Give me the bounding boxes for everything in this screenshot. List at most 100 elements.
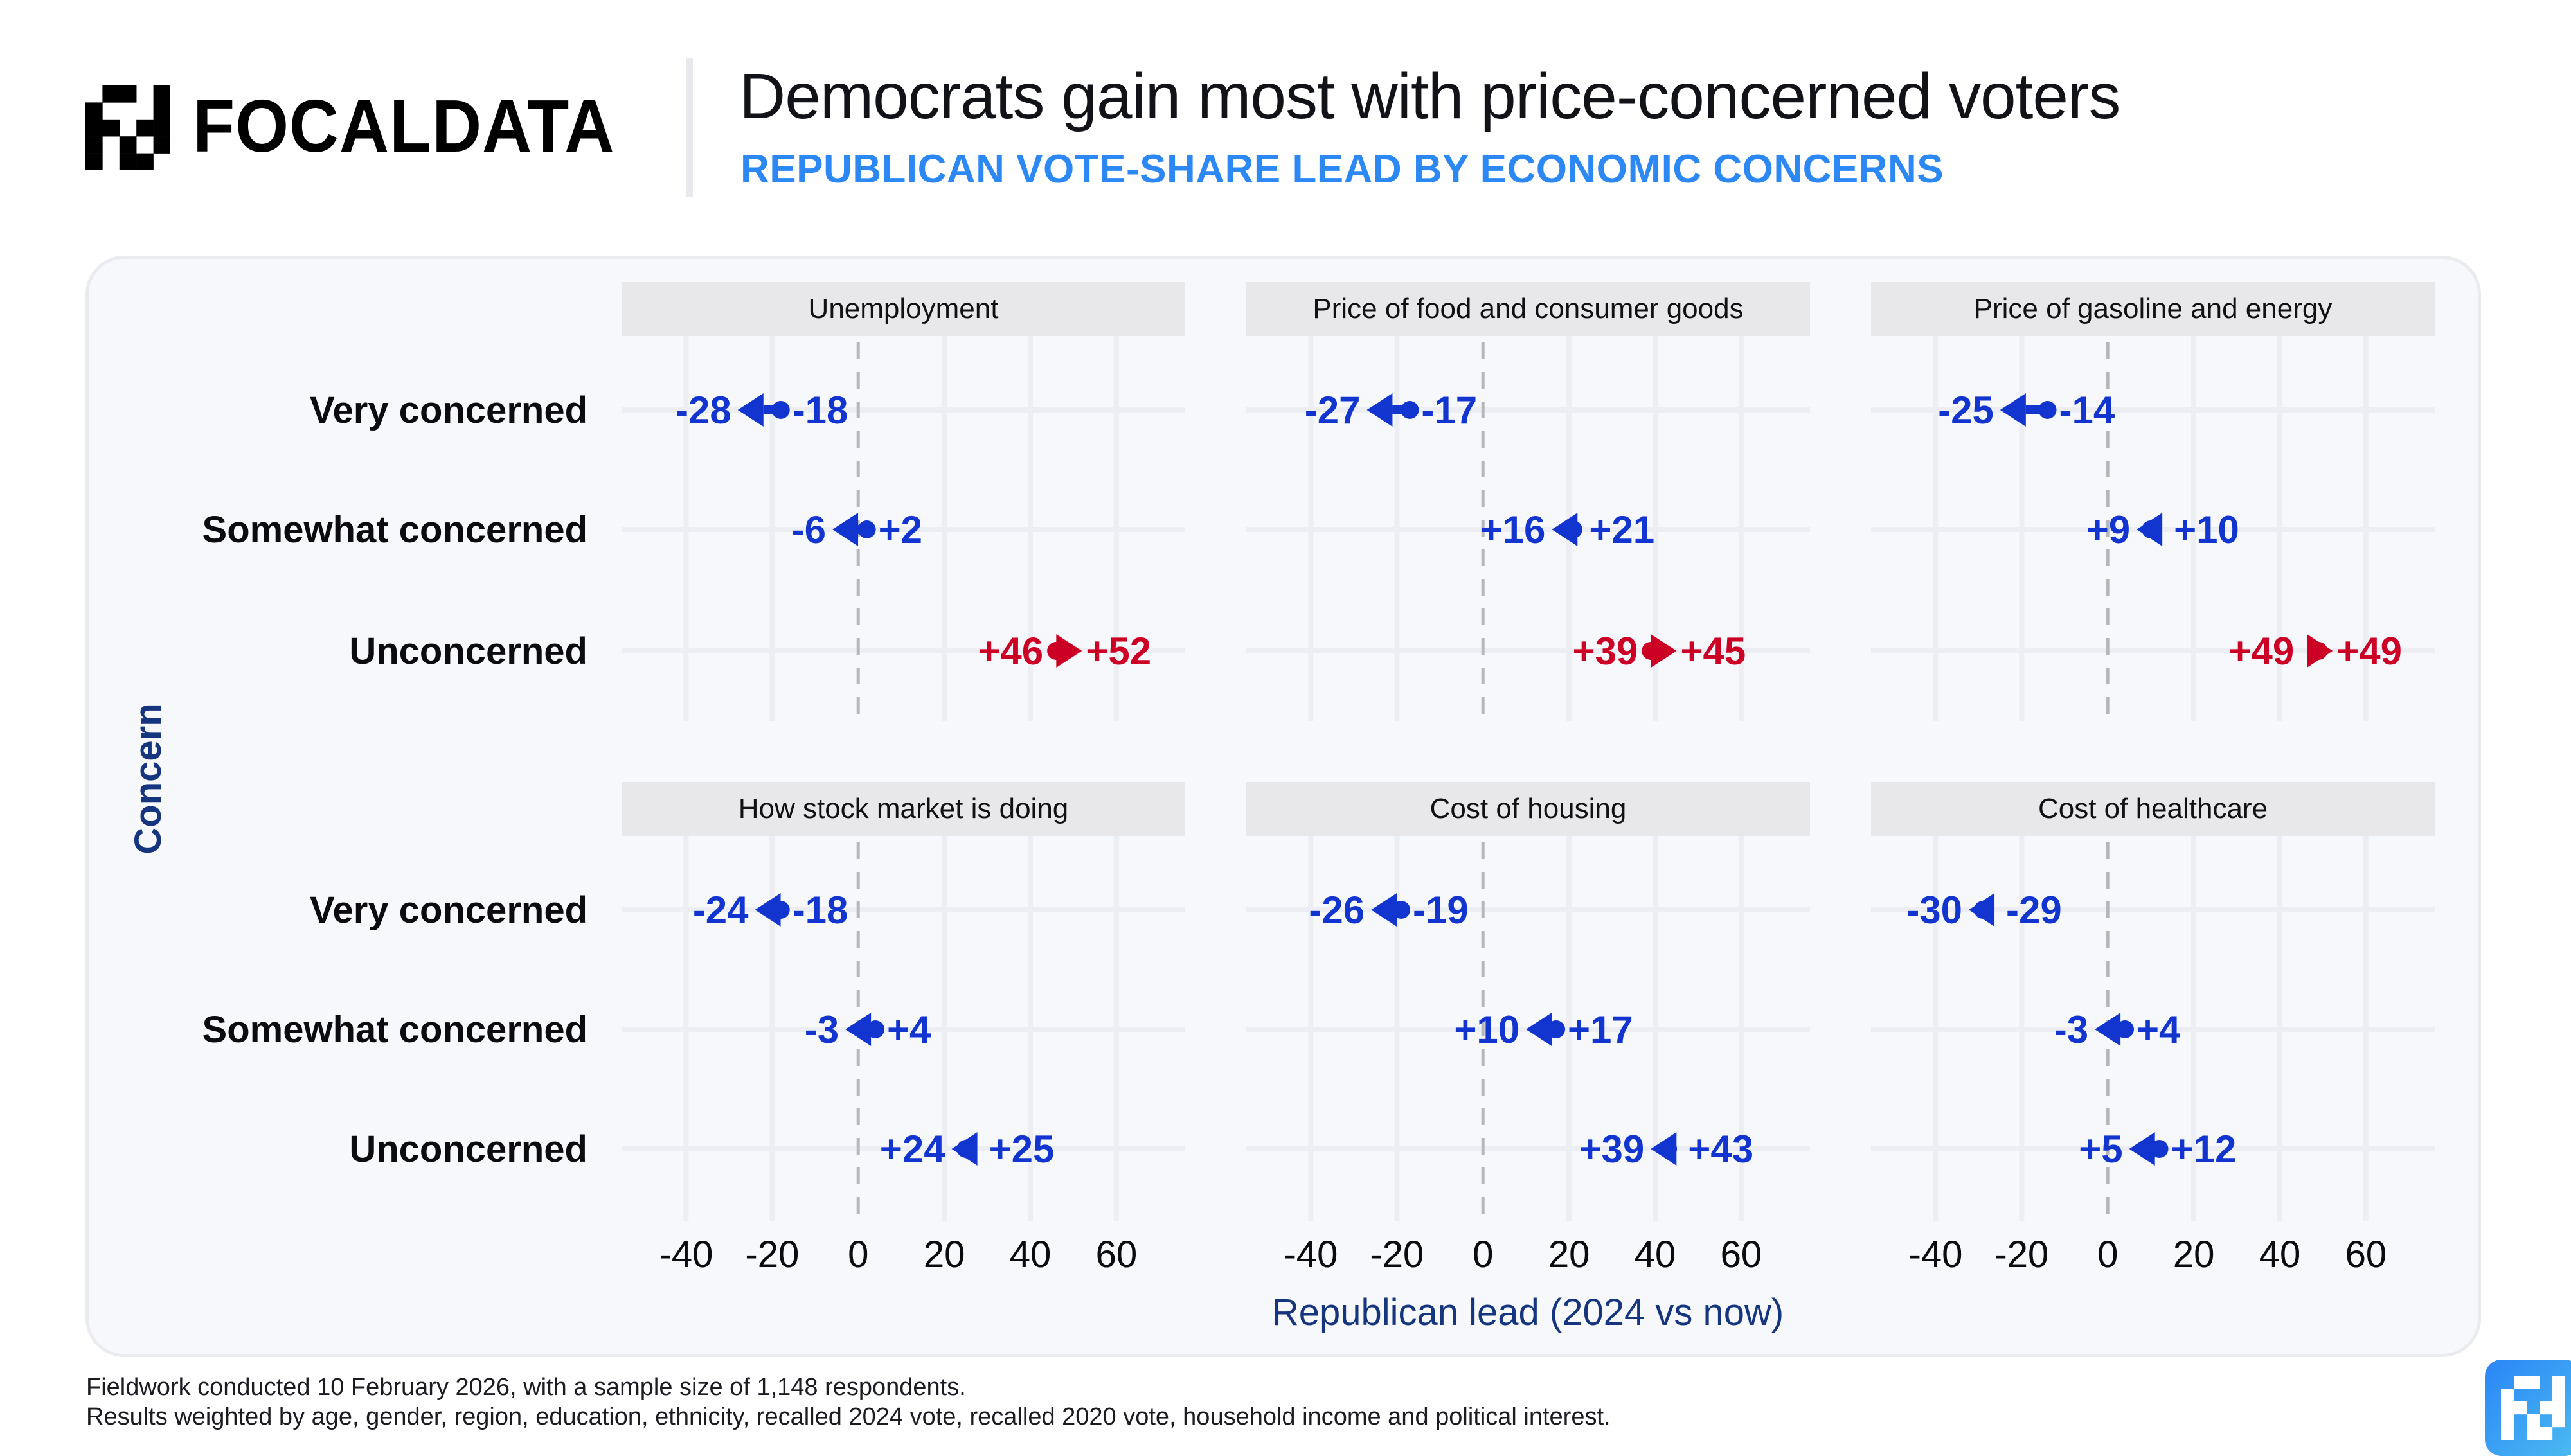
dumbbell-row: +39 +43 xyxy=(1579,1128,1754,1171)
marker-now-arrowhead xyxy=(2307,634,2333,668)
dumbbell-row: +10 +17 xyxy=(1454,1008,1633,1051)
row-category-label: Somewhat concerned xyxy=(202,509,587,551)
dumbbell-row: -3 +4 xyxy=(2054,1008,2181,1051)
x-tick-label: -40 xyxy=(1284,1234,1338,1275)
value-label-now: -25 xyxy=(1938,389,1994,432)
facet-panel: Price of food and consumer goods -40 -20 0 2… xyxy=(1246,282,1810,1275)
x-tick-label: 0 xyxy=(2097,1234,2118,1275)
y-axis-title: Concern xyxy=(127,703,169,854)
facet-title: Cost of healthcare xyxy=(2038,793,2268,824)
value-label-2024: +46 xyxy=(978,630,1043,673)
logo-cell xyxy=(2540,1401,2553,1415)
dumbbell-row: -27 -17 xyxy=(1305,389,1477,432)
brand-name: FOCALDATA xyxy=(193,84,615,168)
marker-now-arrowhead xyxy=(1651,1132,1677,1166)
value-label-2024: +43 xyxy=(1688,1128,1753,1171)
x-tick-label: 60 xyxy=(1721,1234,1762,1275)
footnote-fieldwork: Fieldwork conducted 10 February 2026, wi… xyxy=(86,1374,966,1401)
facet-title: Price of gasoline and energy xyxy=(1974,293,2333,324)
dumbbell-row: +9 +10 xyxy=(2086,508,2239,551)
marker-2024 xyxy=(857,520,876,538)
x-tick-label: 0 xyxy=(2097,1234,2118,1275)
dumbbell-row: +5 +12 xyxy=(2079,1128,2236,1171)
x-tick-label: 60 xyxy=(1096,1234,1138,1275)
value-label-2024: -18 xyxy=(793,889,848,932)
x-axis-title: Republican lead (2024 vs now) xyxy=(1272,1292,1784,1333)
marker-2024 xyxy=(2038,401,2057,419)
facet-strip xyxy=(622,782,1185,836)
x-tick-label: 20 xyxy=(1548,1234,1590,1275)
facet-title: How stock market is doing xyxy=(739,793,1069,824)
marker-now-arrowhead xyxy=(2137,513,2163,546)
x-tick-label: -20 xyxy=(1370,1234,1424,1275)
facet-panel: Cost of housing -40 -20 0 20 40 60 -26 -19 +10 +17… xyxy=(1246,782,1810,1275)
x-tick-label: -20 xyxy=(1370,1234,1424,1275)
value-label-2024: +49 xyxy=(2228,630,2294,673)
x-tick-label: 60 xyxy=(2345,1234,2387,1275)
marker-now-arrowhead xyxy=(1526,1013,1552,1046)
marker-now-arrowhead xyxy=(1552,513,1578,546)
logo-cell xyxy=(85,119,103,137)
x-tick-label: 60 xyxy=(1721,1234,1762,1275)
value-label-2024: +12 xyxy=(2171,1128,2237,1171)
value-label-2024: -17 xyxy=(1421,389,1477,432)
marker-now-arrowhead xyxy=(755,893,781,927)
footnote-weighting: Results weighted by age, gender, region,… xyxy=(86,1403,1611,1430)
logo-cell xyxy=(2501,1427,2514,1440)
dumbbell-row: +46 +52 xyxy=(978,630,1151,673)
value-label-now: -30 xyxy=(1906,889,1962,932)
x-tick-label: -40 xyxy=(659,1234,713,1275)
logo-cell xyxy=(2540,1427,2553,1440)
value-label-now: +5 xyxy=(2079,1128,2122,1171)
logo-cell xyxy=(2527,1427,2540,1440)
marker-now-arrowhead xyxy=(1371,893,1397,927)
value-label-2024: -19 xyxy=(1413,889,1469,932)
value-label-2024: +10 xyxy=(2174,508,2239,551)
value-label-now: -6 xyxy=(792,508,826,551)
logo-cell xyxy=(119,136,137,154)
row-category-label: Unconcerned xyxy=(349,630,587,672)
value-label-2024: -14 xyxy=(2059,389,2115,432)
value-label-now: +10 xyxy=(1454,1008,1519,1051)
x-tick-label: 60 xyxy=(2345,1234,2387,1275)
x-tick-label: 20 xyxy=(2173,1234,2215,1275)
x-tick-label: 0 xyxy=(1473,1234,1493,1275)
row-category-label: Somewhat concerned xyxy=(202,1009,587,1051)
logo-cell xyxy=(153,119,170,137)
logo-cell xyxy=(136,119,154,137)
chart-title: Democrats gain most with price-concerned… xyxy=(739,60,2120,132)
logo-cell xyxy=(85,153,103,170)
dumbbell-row: +49 +49 xyxy=(2228,630,2402,673)
logo-cell xyxy=(2552,1414,2565,1428)
marker-now-arrowhead xyxy=(1056,634,1082,668)
dumbbell-row: +16 +21 xyxy=(1480,508,1655,551)
facet-strip xyxy=(622,282,1185,336)
logo-cell xyxy=(2552,1389,2565,1402)
x-tick-label: 40 xyxy=(1635,1234,1676,1275)
marker-now-arrowhead xyxy=(2129,1132,2155,1166)
x-tick-label: -40 xyxy=(1284,1234,1338,1275)
logo-cell xyxy=(2552,1401,2565,1415)
x-tick-label: 20 xyxy=(1548,1234,1590,1275)
value-label-now: -3 xyxy=(805,1008,839,1051)
logo-cell xyxy=(85,136,103,154)
dumbbell-row: -30 -29 xyxy=(1906,889,2061,932)
logo-cell xyxy=(2552,1376,2565,1389)
facet-strip xyxy=(1871,282,2435,336)
x-tick-label: 60 xyxy=(1096,1234,1138,1275)
dumbbell-row: -28 -18 xyxy=(676,389,848,432)
logo-cell xyxy=(119,85,137,103)
row-category-label: Very concerned xyxy=(310,889,587,931)
dumbbell-row: -3 +4 xyxy=(805,1008,931,1051)
logo-cell xyxy=(2514,1376,2527,1389)
marker-now-arrowhead xyxy=(737,393,764,427)
row-category-label: Very concerned xyxy=(310,389,587,431)
logo-cell xyxy=(2527,1414,2540,1428)
facet-title: Cost of housing xyxy=(1430,793,1627,824)
logo-cell xyxy=(2527,1376,2540,1389)
x-tick-label: 0 xyxy=(1473,1234,1493,1275)
logo-cell xyxy=(2501,1389,2514,1402)
value-label-now: -28 xyxy=(676,389,731,432)
facet-panel: Cost of healthcare -40 -20 0 20 40 60 -30 -29 -3 +… xyxy=(1871,782,2435,1275)
dumbbell-row: -6 +2 xyxy=(792,508,922,551)
